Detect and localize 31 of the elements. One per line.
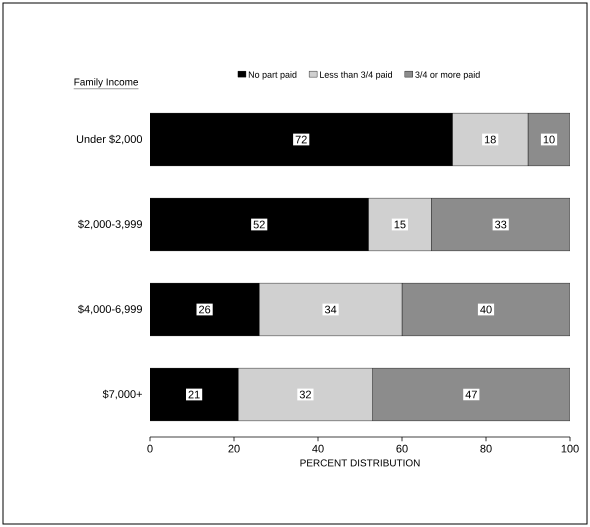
x-tick-label: 60 bbox=[396, 444, 408, 453]
x-tick-label: 40 bbox=[312, 444, 324, 453]
x-tick-label: 0 bbox=[147, 444, 153, 453]
y-tick-label: $4,000-6,999 bbox=[78, 304, 142, 314]
y-tick-label: Under $2,000 bbox=[76, 134, 142, 144]
legend-label: No part paid bbox=[248, 71, 296, 80]
bar bbox=[528, 112, 570, 166]
bar bbox=[372, 368, 570, 422]
data-label: 47 bbox=[465, 390, 477, 398]
data-label: 10 bbox=[544, 136, 555, 144]
data-label: 40 bbox=[480, 306, 492, 314]
data-label: 34 bbox=[324, 306, 336, 314]
data-label: 21 bbox=[188, 390, 200, 398]
y-axis-title: Family Income bbox=[74, 78, 138, 88]
y-tick-label: $2,000-3,999 bbox=[78, 220, 142, 230]
data-label: 15 bbox=[394, 220, 406, 228]
bar bbox=[402, 282, 570, 336]
x-axis-title: PERCENT DISTRIBUTION bbox=[300, 459, 420, 466]
legend-label: Less than 3/4 paid bbox=[320, 71, 392, 80]
data-label: 18 bbox=[484, 136, 496, 144]
data-label: 72 bbox=[296, 136, 307, 144]
bar bbox=[431, 198, 570, 252]
data-label: 32 bbox=[300, 390, 311, 398]
x-tick-label: 100 bbox=[562, 444, 579, 453]
y-tick-label: $7,000+ bbox=[102, 390, 142, 400]
data-label: 52 bbox=[254, 220, 265, 228]
data-label: 33 bbox=[495, 220, 506, 228]
x-tick-label: 80 bbox=[480, 444, 492, 453]
data-label: 26 bbox=[199, 306, 210, 314]
legend-label: 3/4 or more paid bbox=[415, 71, 480, 80]
x-tick-label: 20 bbox=[228, 444, 240, 453]
